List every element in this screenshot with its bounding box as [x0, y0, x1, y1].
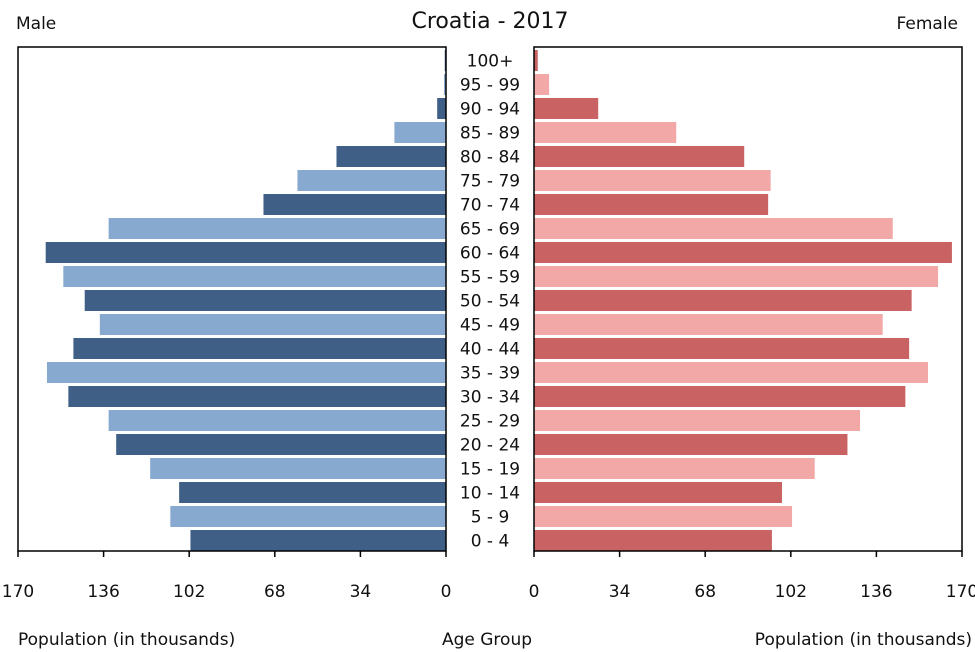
- male-bar-35-39: [46, 362, 446, 383]
- male-plot-frame: [17, 46, 447, 552]
- female-bar-35-39: [534, 362, 929, 383]
- female-bar-25-29: [534, 410, 861, 431]
- male-bar-90-94: [437, 98, 446, 119]
- male-bars: [45, 50, 447, 551]
- female-tick-label-170: 170: [946, 582, 975, 602]
- age-label-95-99: 95 - 99: [460, 76, 520, 96]
- female-bar-80-84: [534, 146, 745, 167]
- female-bar-85-89: [534, 122, 677, 143]
- male-bar-15-19: [150, 458, 447, 479]
- age-label-0-4: 0 - 4: [471, 532, 510, 552]
- male-bar-80-84: [336, 146, 446, 167]
- male-bar-30-34: [68, 386, 447, 407]
- male-bar-5-9: [170, 506, 447, 527]
- female-tick-label-136: 136: [860, 582, 892, 602]
- male-bar-75-79: [297, 170, 446, 191]
- female-bar-0-4: [534, 530, 772, 551]
- male-bar-95-99: [443, 74, 446, 95]
- male-bar-85-89: [394, 122, 446, 143]
- age-label-10-14: 10 - 14: [460, 484, 520, 504]
- female-bar-20-24: [534, 434, 848, 455]
- male-bar-20-24: [116, 434, 446, 455]
- age-label-70-74: 70 - 74: [460, 196, 520, 216]
- age-group-axis-label: Age Group: [442, 630, 532, 650]
- female-bar-95-99: [534, 74, 550, 95]
- age-label-15-19: 15 - 19: [460, 460, 520, 480]
- age-label-40-44: 40 - 44: [460, 340, 520, 360]
- female-bar-70-74: [534, 194, 769, 215]
- male-bar-50-54: [84, 290, 446, 311]
- chart-title: Croatia - 2017: [412, 9, 569, 34]
- age-label-85-89: 85 - 89: [460, 124, 520, 144]
- male-label: Male: [16, 14, 56, 34]
- female-axis-label: Population (in thousands): [755, 630, 972, 650]
- age-label-90-94: 90 - 94: [460, 100, 520, 120]
- male-tick-label-68: 68: [264, 582, 286, 602]
- female-bar-10-14: [534, 482, 782, 503]
- age-label-100plus: 100+: [467, 52, 514, 72]
- male-axis-label: Population (in thousands): [18, 630, 235, 650]
- male-bar-10-14: [179, 482, 447, 503]
- male-tick-label-102: 102: [173, 582, 205, 602]
- female-bar-40-44: [534, 338, 910, 359]
- male-bar-60-64: [45, 242, 446, 263]
- female-tick-label-0: 0: [529, 582, 540, 602]
- age-label-50-54: 50 - 54: [460, 292, 520, 312]
- male-bar-65-69: [108, 218, 447, 239]
- male-bar-45-49: [99, 314, 446, 335]
- female-bar-55-59: [534, 266, 939, 287]
- male-bar-40-44: [73, 338, 446, 359]
- female-bar-30-34: [534, 386, 906, 407]
- female-tick-label-68: 68: [694, 582, 716, 602]
- age-label-45-49: 45 - 49: [460, 316, 520, 336]
- female-bar-65-69: [534, 218, 893, 239]
- age-label-20-24: 20 - 24: [460, 436, 520, 456]
- male-axis-ticks: 0 34 68 102 136 170: [2, 551, 452, 602]
- female-bar-50-54: [534, 290, 912, 311]
- female-bar-60-64: [534, 242, 952, 263]
- age-group-labels: 100+ 95 - 99 90 - 94 85 - 89 80 - 84 75 - 79 7…: [460, 52, 520, 552]
- age-label-25-29: 25 - 29: [460, 412, 520, 432]
- age-label-80-84: 80 - 84: [460, 148, 520, 168]
- female-bar-90-94: [534, 98, 599, 119]
- male-tick-label-136: 136: [87, 582, 119, 602]
- male-tick-label-170: 170: [2, 582, 34, 602]
- age-label-65-69: 65 - 69: [460, 220, 520, 240]
- female-axis-ticks: 0 34 68 102 136 170: [529, 551, 975, 602]
- female-label: Female: [897, 14, 958, 34]
- age-label-60-64: 60 - 64: [460, 244, 520, 264]
- female-bar-75-79: [534, 170, 771, 191]
- age-label-5-9: 5 - 9: [471, 508, 510, 528]
- female-bar-15-19: [534, 458, 815, 479]
- age-label-75-79: 75 - 79: [460, 172, 520, 192]
- male-tick-label-0: 0: [441, 582, 452, 602]
- female-bars: [534, 50, 952, 551]
- female-tick-label-34: 34: [609, 582, 631, 602]
- female-tick-label-102: 102: [775, 582, 807, 602]
- female-bar-100plus: [534, 50, 538, 71]
- male-bar-55-59: [63, 266, 446, 287]
- male-bar-25-29: [108, 410, 447, 431]
- male-bar-70-74: [263, 194, 446, 215]
- female-plot-frame: [533, 46, 963, 552]
- age-label-55-59: 55 - 59: [460, 268, 520, 288]
- male-bar-0-4: [190, 530, 446, 551]
- female-bar-5-9: [534, 506, 793, 527]
- female-bar-45-49: [534, 314, 883, 335]
- age-label-30-34: 30 - 34: [460, 388, 520, 408]
- male-tick-label-34: 34: [350, 582, 372, 602]
- age-label-35-39: 35 - 39: [460, 364, 520, 384]
